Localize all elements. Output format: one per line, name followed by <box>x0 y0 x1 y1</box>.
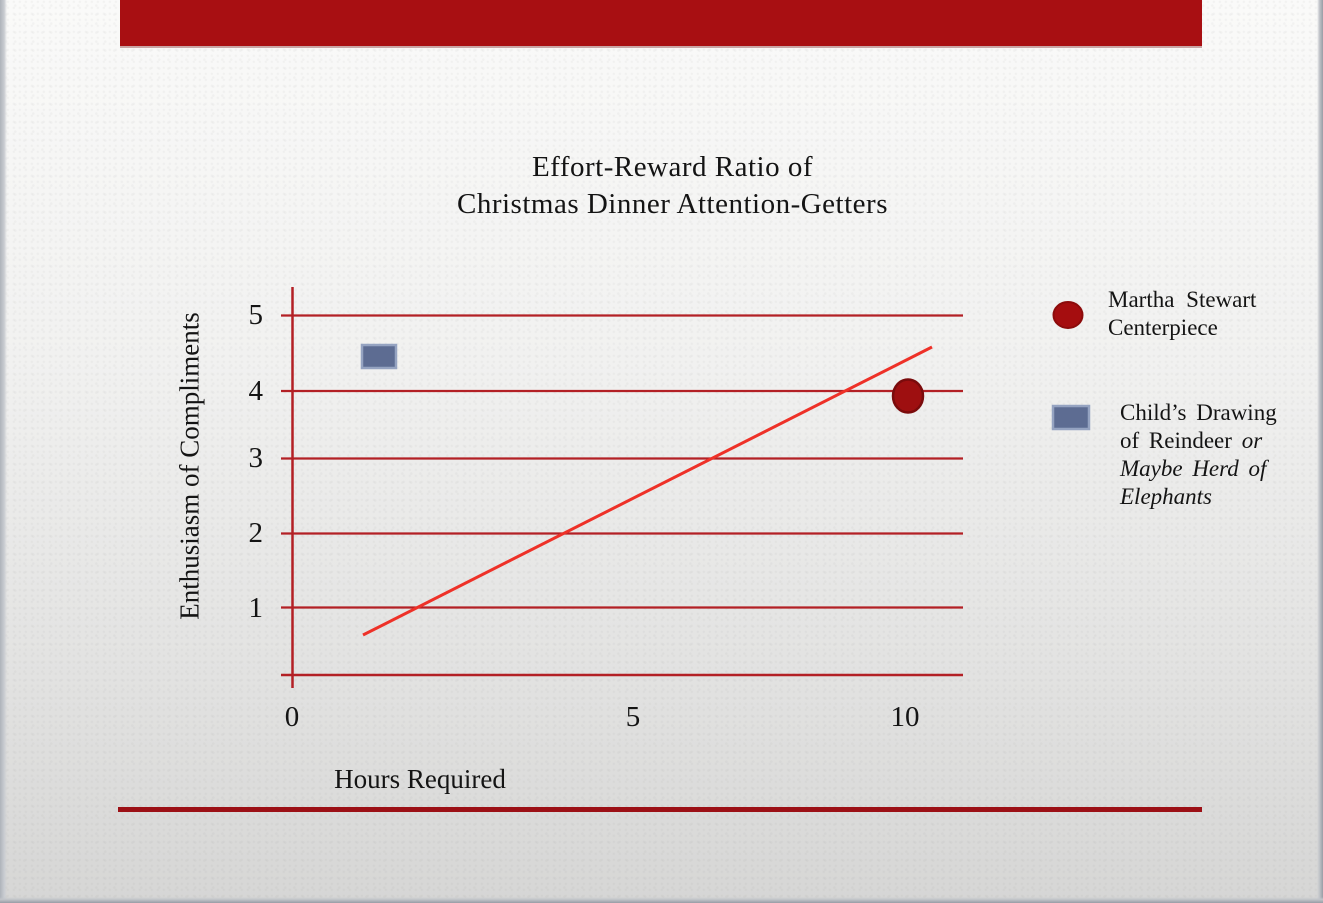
x-tick-0: 0 <box>284 701 300 733</box>
legend-label-childs-drawing: Child’s Drawing of Reindeer or Maybe Her… <box>1120 399 1286 511</box>
y-tick-3: 3 <box>248 442 264 474</box>
x-tick-5: 5 <box>625 701 641 733</box>
legend-marker-circle <box>1052 301 1084 329</box>
trend-line <box>362 345 933 637</box>
y-tick-1: 1 <box>248 592 264 624</box>
slide-edge-bottom <box>0 897 1323 903</box>
chart-title-line2: Christmas Dinner Attention-Getters <box>457 188 888 220</box>
y-axis-title: Enthusiasm of Compliments <box>174 312 205 620</box>
legend-label-childs-drawing-plain: Child’s Drawing of Reindeer <box>1120 400 1277 453</box>
legend-label-martha-stewart: Martha Stewart Centerpiece <box>1108 287 1257 340</box>
x-axis-title: Hours Required <box>334 764 506 794</box>
data-point-childs-drawing <box>360 343 398 370</box>
legend-marker-square <box>1051 404 1091 431</box>
slide-edge-left <box>0 0 7 903</box>
chart-title-line1: Effort-Reward Ratio of <box>531 151 814 183</box>
bottom-divider-line <box>118 807 1202 812</box>
y-tick-4: 4 <box>248 375 264 407</box>
y-tick-2: 2 <box>248 517 264 549</box>
top-accent-bar <box>120 0 1202 48</box>
legend-label-childs-drawing-italic: or Maybe Herd of Elephants <box>1120 428 1267 509</box>
chart-title: Effort-Reward Ratio of Christmas Dinner … <box>340 149 1005 223</box>
y-tick-5: 5 <box>248 299 264 331</box>
data-point-martha-stewart <box>891 378 925 414</box>
x-tick-10: 10 <box>890 701 920 733</box>
slide-edge-right <box>1317 0 1323 903</box>
